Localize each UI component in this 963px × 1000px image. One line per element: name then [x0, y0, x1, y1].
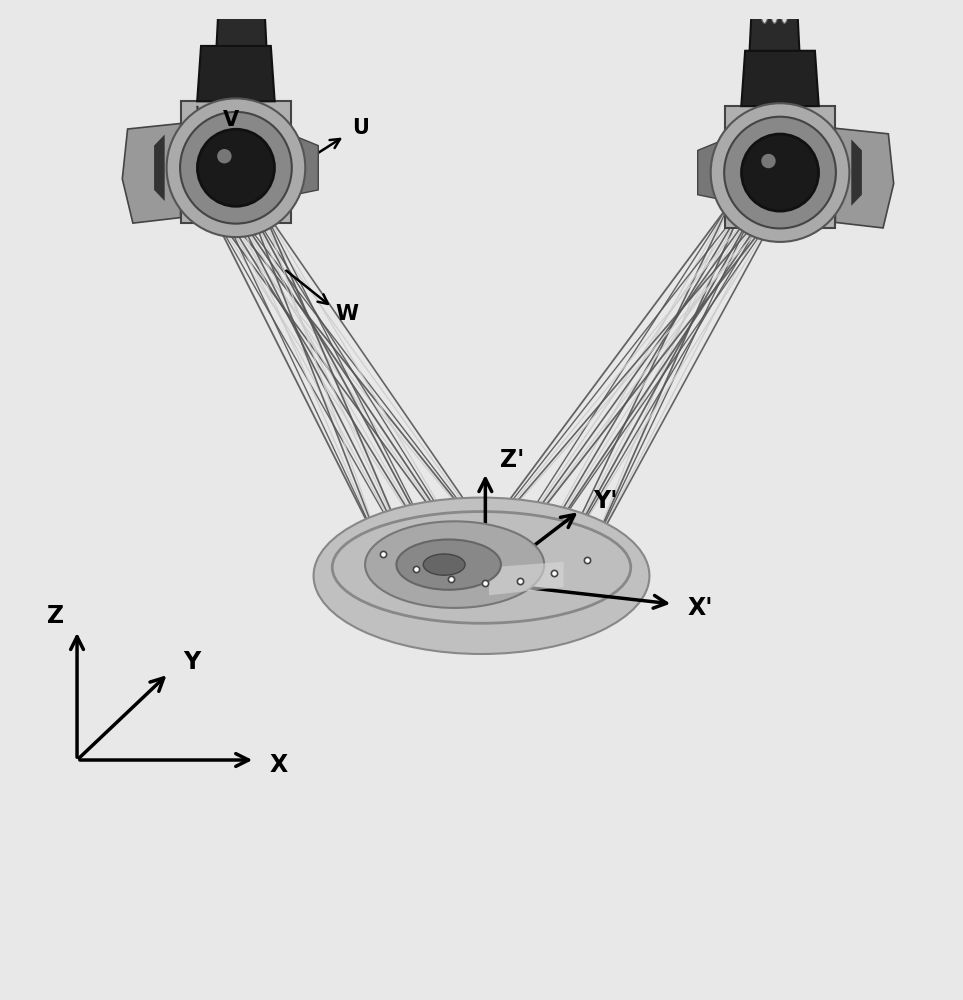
Text: Z': Z' — [500, 448, 524, 472]
Text: Z: Z — [47, 604, 65, 628]
Ellipse shape — [711, 103, 849, 242]
Text: Y': Y' — [593, 489, 617, 513]
Ellipse shape — [228, 0, 235, 19]
Ellipse shape — [238, 0, 246, 19]
Text: Y: Y — [183, 650, 200, 674]
Ellipse shape — [762, 154, 776, 168]
Ellipse shape — [781, 0, 788, 23]
Text: U: U — [351, 118, 369, 138]
Ellipse shape — [332, 512, 631, 623]
Polygon shape — [217, 0, 267, 46]
Text: V: V — [223, 110, 239, 130]
Text: W: W — [335, 304, 358, 324]
Text: X': X' — [688, 596, 713, 620]
Ellipse shape — [761, 0, 768, 23]
Polygon shape — [742, 51, 819, 106]
Ellipse shape — [397, 539, 501, 590]
Ellipse shape — [424, 554, 465, 575]
Ellipse shape — [217, 149, 231, 163]
Polygon shape — [489, 562, 563, 595]
Ellipse shape — [314, 498, 649, 654]
Ellipse shape — [724, 117, 836, 228]
Polygon shape — [836, 128, 894, 228]
Polygon shape — [197, 46, 274, 101]
Ellipse shape — [247, 0, 255, 19]
Ellipse shape — [770, 0, 778, 23]
Ellipse shape — [167, 98, 305, 237]
Polygon shape — [154, 135, 165, 201]
Ellipse shape — [180, 112, 292, 224]
Ellipse shape — [365, 521, 544, 608]
Ellipse shape — [742, 134, 819, 211]
Polygon shape — [697, 139, 725, 200]
Polygon shape — [122, 123, 181, 223]
Ellipse shape — [197, 129, 274, 206]
Polygon shape — [749, 1, 799, 51]
Polygon shape — [725, 106, 836, 228]
Polygon shape — [291, 135, 318, 195]
Polygon shape — [851, 139, 862, 206]
Text: X: X — [270, 753, 288, 777]
Polygon shape — [181, 101, 291, 223]
